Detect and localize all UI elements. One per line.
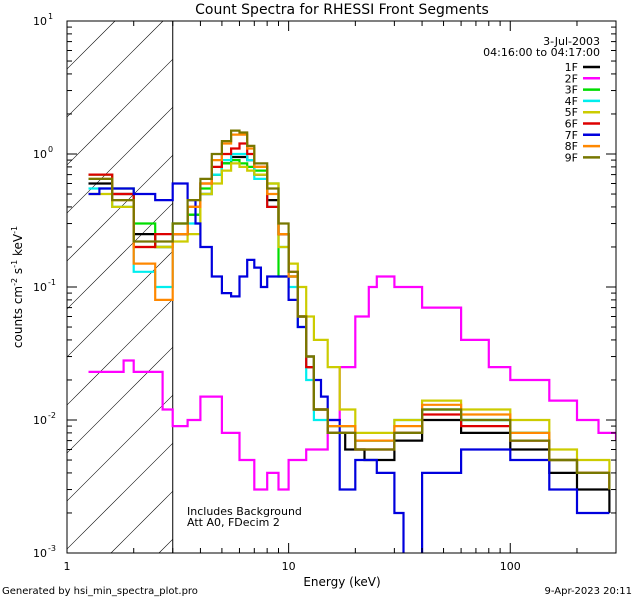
hatch-line [67,202,173,310]
hatched-region [67,21,174,553]
legend-label-2F: 2F [565,72,578,85]
hatch-line [67,58,173,166]
x-tick-label: 10 [282,560,296,573]
plot-frame [66,20,617,554]
y-tick-label: 10 [33,281,47,294]
y-tick-label: 10 [33,547,47,560]
series-line-9F [88,129,611,490]
legend-label-9F: 9F [565,151,578,164]
y-tick-exponent: 1 [48,12,53,21]
chart-title: Count Spectra for RHESSI Front Segments [195,2,489,18]
y-tick-label: 10 [33,414,47,427]
legend-date: 3-Jul-2003 [543,35,600,48]
series-line-5F [88,162,611,490]
series-line-2F [88,275,616,491]
annotation-attenuator: Att A0, FDecim 2 [187,516,280,529]
legend-label-3F: 3F [565,84,578,97]
legend-label-6F: 6F [565,118,578,131]
legend-time-range: 04:16:00 to 04:17:00 [483,46,600,59]
x-axis-label: Energy (keV) [303,575,380,589]
y-tick-label: 10 [33,148,47,161]
series-line-8F [88,133,611,490]
legend-label-7F: 7F [565,129,578,142]
legend-label-8F: 8F [565,140,578,153]
series-line-4F [88,152,611,490]
legend-label-4F: 4F [565,95,578,108]
hatch-line [67,442,173,550]
y-tick-exponent: 0 [48,145,53,154]
y-tick-exponent: -2 [48,411,56,420]
y-tick-exponent: -3 [48,544,56,553]
x-tick-label: 100 [500,560,521,573]
y-tick-label: 10 [33,15,47,28]
x-tick-label: 1 [64,560,71,573]
hatch-lines [67,21,173,553]
legend-label-1F: 1F [565,61,578,74]
legend-label-5F: 5F [565,106,578,119]
hatch-line [67,21,164,118]
y-axis-label: counts cm-2 s-1 keV-1 [10,226,25,348]
footer-generated-by: Generated by hsi_min_spectra_plot.pro [2,586,198,597]
series-layer [88,129,616,553]
annotation-background: Includes Background [187,505,302,518]
y-tick-exponent: -1 [48,278,56,287]
hatch-line [67,106,173,214]
hatch-line [67,394,173,502]
footer-timestamp: 9-Apr-2023 20:11 [545,586,632,597]
series-line-6F [88,142,611,490]
series-line-7F [88,182,610,553]
hatch-line [67,250,173,358]
